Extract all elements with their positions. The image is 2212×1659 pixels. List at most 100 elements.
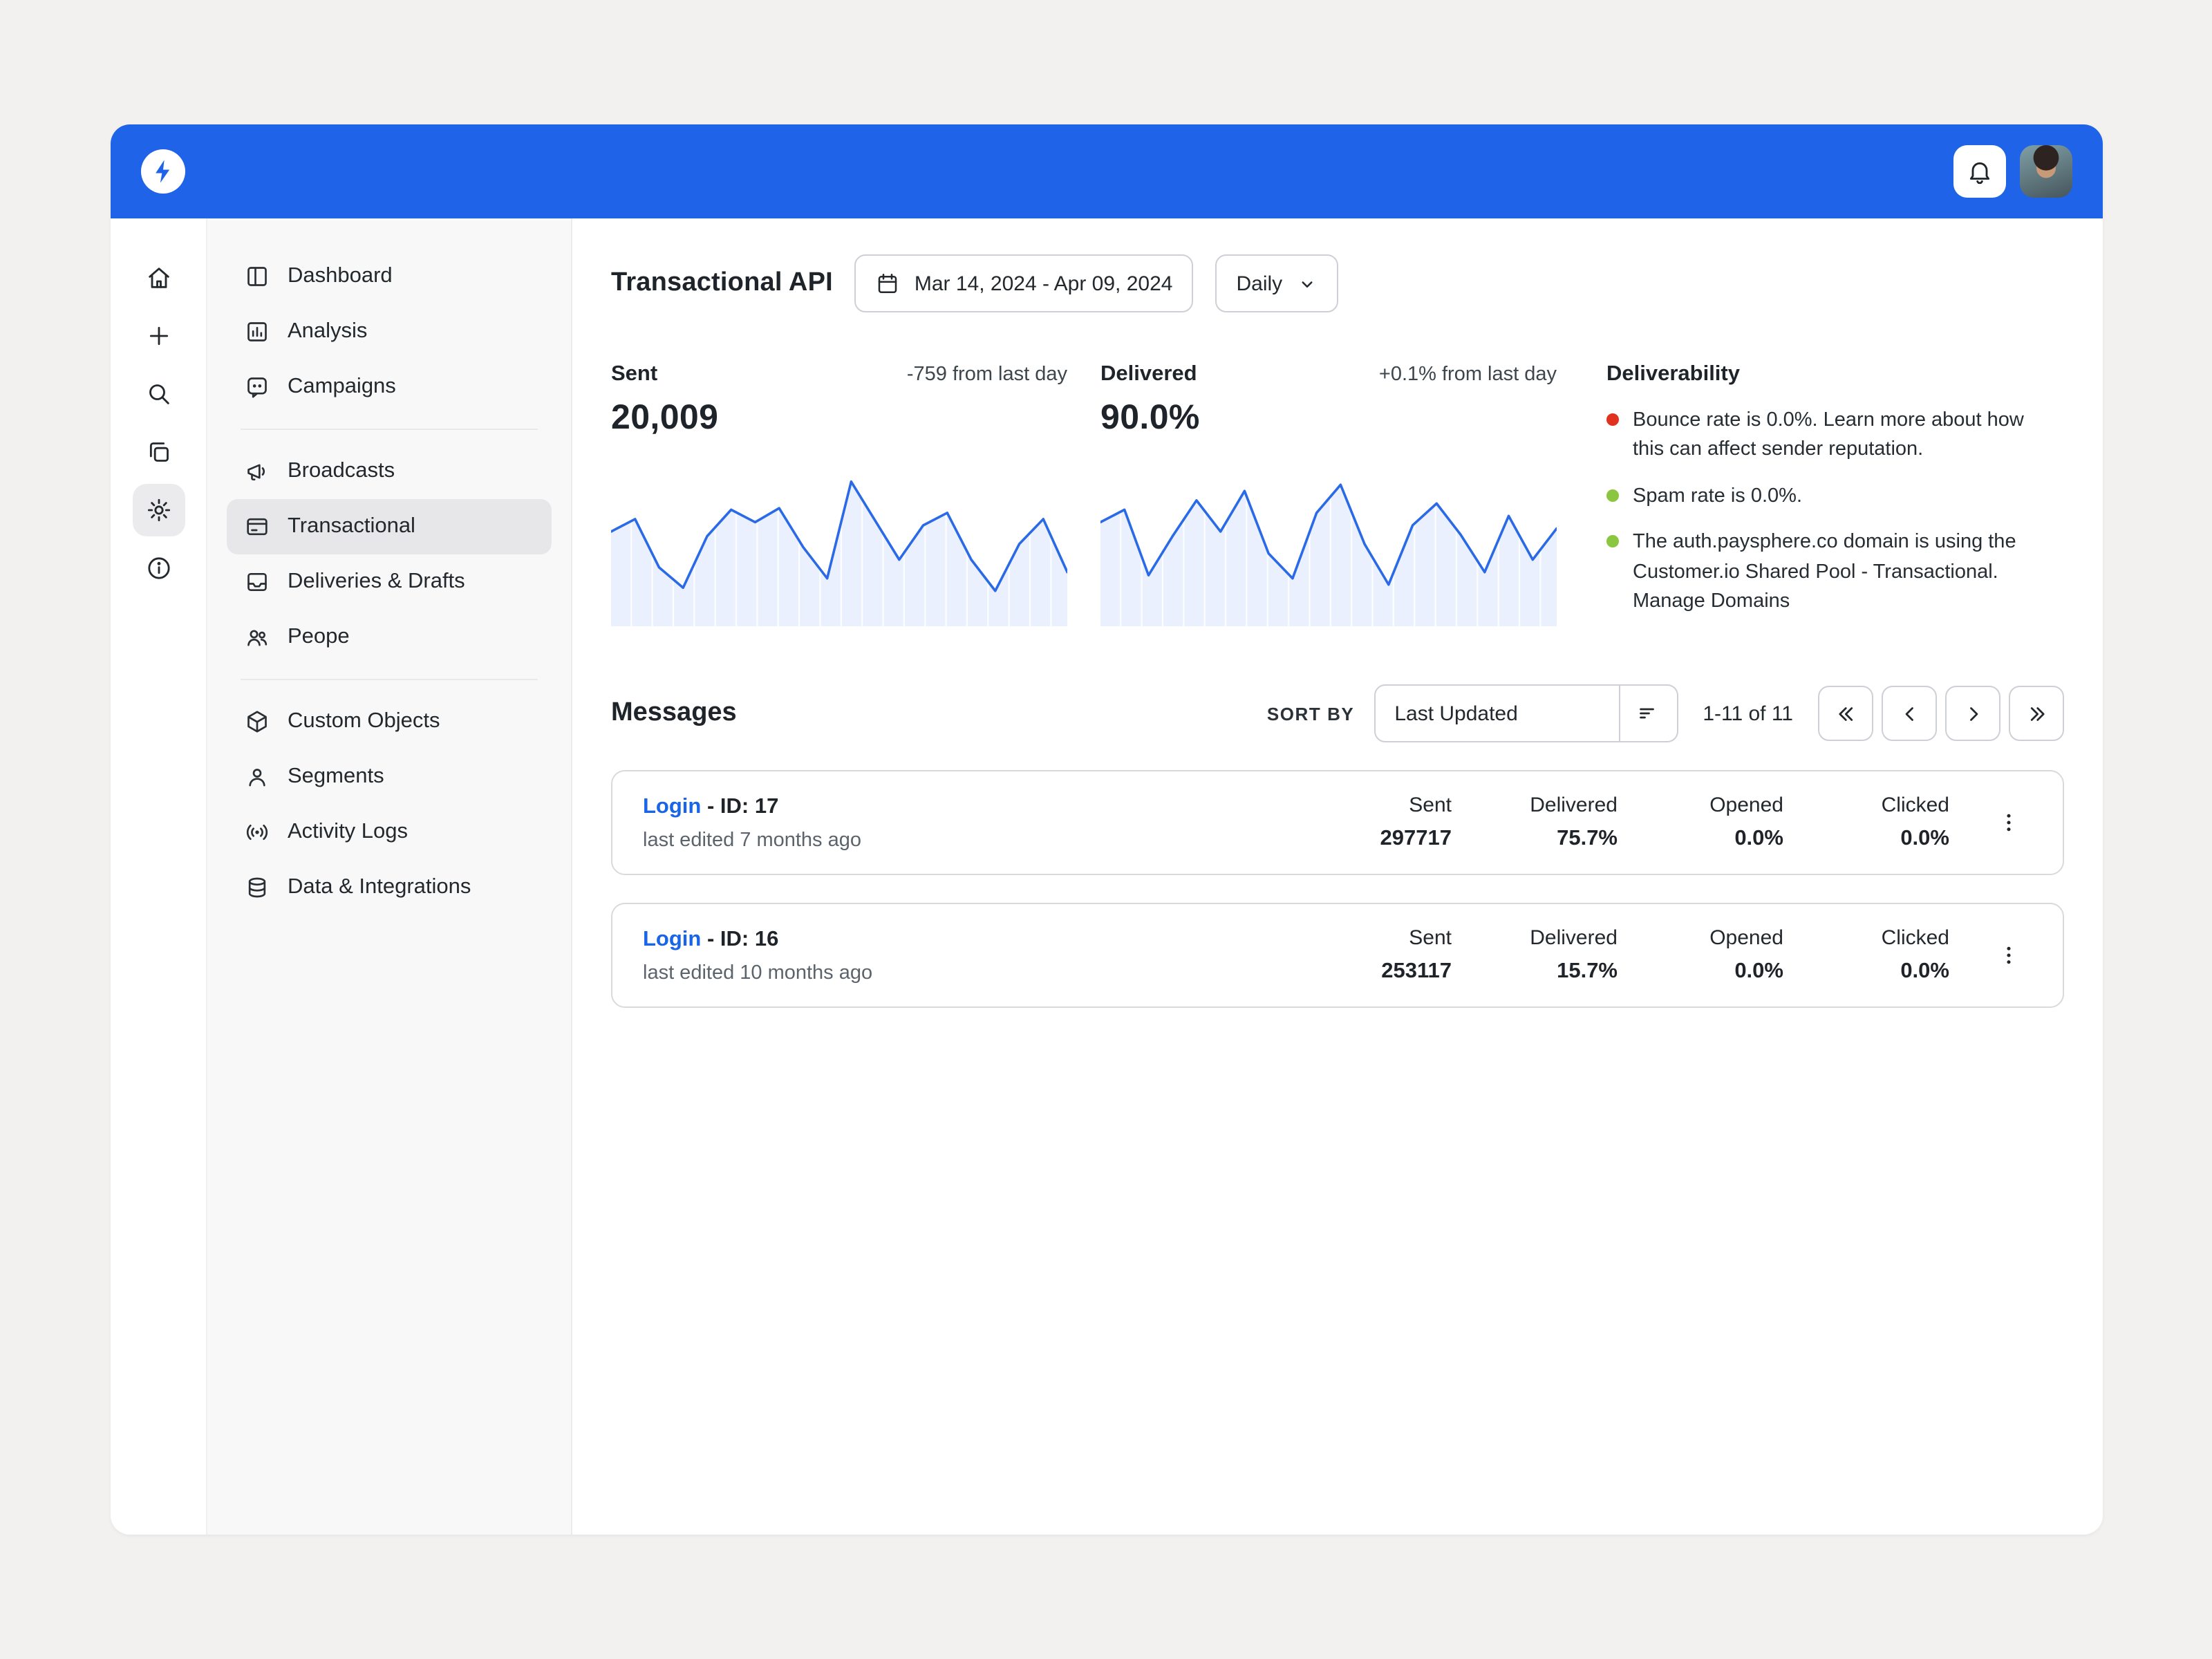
sort-by-label: SORT BY [1266,703,1355,724]
message-name-link[interactable]: Login [643,794,702,818]
sidebar-item-label: Segments [288,765,384,788]
sidebar-divider [241,429,538,430]
sidebar-item-segments[interactable]: Segments [227,749,552,805]
rail-info-button[interactable] [132,542,185,594]
sidebar-item-campaigns[interactable]: Campaigns [227,359,552,415]
topbar [111,124,2103,218]
search-icon [149,384,169,404]
manage-domains-link[interactable]: Manage Domains [1633,590,1790,613]
rail-create-button[interactable] [132,310,185,362]
message-id: - ID: 17 [707,794,779,818]
cube-icon [243,708,271,735]
icon-rail [111,218,207,1535]
prev-page-button[interactable] [1882,686,1937,741]
rail-search-button[interactable] [132,368,185,420]
sidebar-item-label: Analysis [288,319,368,343]
sidebar-item-label: Deliveries & Drafts [288,570,465,593]
stat-delivered-delta: +0.1% from last day [1378,364,1557,386]
brand-logo[interactable] [141,149,185,194]
chevron-down-icon [1301,281,1312,287]
page-header: Transactional API Mar 14, 2024 - Apr 09,… [611,254,2064,312]
date-range-label: Mar 14, 2024 - Apr 09, 2024 [914,272,1173,295]
deliverability-title: Deliverability [1606,362,1740,386]
notifications-button[interactable] [1953,145,2006,198]
sidebar: Dashboard Analysis Campaigns [207,218,572,1535]
message-name-link[interactable]: Login [643,927,702,950]
sidebar-item-analysis[interactable]: Analysis [227,304,552,359]
card-icon [243,513,271,541]
rail-settings-button[interactable] [132,484,185,536]
message-row[interactable]: Login - ID: 17 last edited 7 months ago … [611,770,2064,875]
metric-sent: Sent 297717 [1380,794,1452,850]
message-id: - ID: 16 [707,927,779,950]
main-content: Transactional API Mar 14, 2024 - Apr 09,… [572,218,2103,1535]
stat-delivered-label: Delivered [1100,362,1197,386]
sidebar-item-deliveries-drafts[interactable]: Deliveries & Drafts [227,554,552,610]
metric-opened: Opened 0.0% [1709,926,1783,983]
sidebar-item-broadcasts[interactable]: Broadcasts [227,444,552,499]
kebab-menu-icon [2007,946,2011,964]
page-title: Transactional API [611,268,833,297]
sidebar-item-dashboard[interactable]: Dashboard [227,249,552,304]
sidebar-item-custom-objects[interactable]: Custom Objects [227,694,552,749]
stat-delivered: Delivered +0.1% from last day 90.0% [1100,362,1557,626]
bolt-icon [156,160,170,183]
topbar-right [1953,145,2072,198]
user-avatar[interactable] [2020,145,2072,198]
green-status-dot [1606,535,1619,548]
bell-icon [1969,162,1990,185]
gear-icon [147,498,170,522]
metric-clicked: Clicked 0.0% [1881,794,1949,850]
metric-opened: Opened 0.0% [1709,794,1783,850]
date-range-button[interactable]: Mar 14, 2024 - Apr 09, 2024 [854,254,1194,312]
pagination [1818,686,2064,741]
message-row[interactable]: Login - ID: 16 last edited 10 months ago… [611,903,2064,1008]
sent-sparkline-chart [611,458,1067,626]
metric-sent: Sent 253117 [1381,926,1452,983]
stat-sent: Sent -759 from last day 20,009 [611,362,1067,626]
person-icon [243,763,271,791]
double-chevron-right-icon [2030,706,2044,720]
stat-sent-label: Sent [611,362,658,386]
analysis-icon [243,318,271,346]
row-menu-button[interactable] [1985,799,2032,846]
metric-delivered: Delivered 15.7% [1530,926,1618,983]
red-status-dot [1606,413,1619,426]
copy-icon [149,442,168,462]
sidebar-item-label: Custom Objects [288,709,440,733]
row-menu-button[interactable] [1985,932,2032,979]
first-page-button[interactable] [1818,686,1873,741]
sort-lines-icon [1640,708,1655,719]
rail-pages-button[interactable] [132,426,185,478]
campaigns-icon [243,373,271,401]
plus-icon [149,326,168,346]
granularity-label: Daily [1236,272,1283,295]
granularity-dropdown[interactable]: Daily [1215,254,1338,312]
double-chevron-left-icon [1838,706,1853,720]
green-status-dot [1606,489,1619,502]
delivered-sparkline-chart [1100,458,1557,626]
rail-home-button[interactable] [132,252,185,304]
sidebar-item-transactional[interactable]: Transactional [227,499,552,554]
sidebar-item-label: Campaigns [288,375,396,398]
sidebar-item-label: Activity Logs [288,820,409,843]
last-page-button[interactable] [2009,686,2064,741]
deliverability-item-bounce: Bounce rate is 0.0%. Learn more about ho… [1606,406,2052,466]
sidebar-item-activity-logs[interactable]: Activity Logs [227,805,552,860]
sidebar-item-data-integrations[interactable]: Data & Integrations [227,860,552,915]
next-page-button[interactable] [1945,686,2000,741]
metric-delivered: Delivered 75.7% [1530,794,1618,850]
sort-direction-button[interactable] [1620,684,1678,742]
calendar-icon [879,273,898,294]
database-icon [243,874,271,901]
deliverability-item-domain: The auth.paysphere.co domain is using th… [1606,529,2052,618]
sort-dropdown[interactable]: Last Updated [1374,684,1620,742]
deliverability-item-spam: Spam rate is 0.0%. [1606,482,2052,512]
home-icon [148,268,169,288]
sidebar-item-label: Dashboard [288,264,393,288]
sidebar-item-label: Transactional [288,514,415,538]
signal-icon [243,818,271,846]
sidebar-item-people[interactable]: Peope [227,610,552,665]
deliverability-text: Bounce rate is 0.0%. Learn more about ho… [1633,409,2024,461]
